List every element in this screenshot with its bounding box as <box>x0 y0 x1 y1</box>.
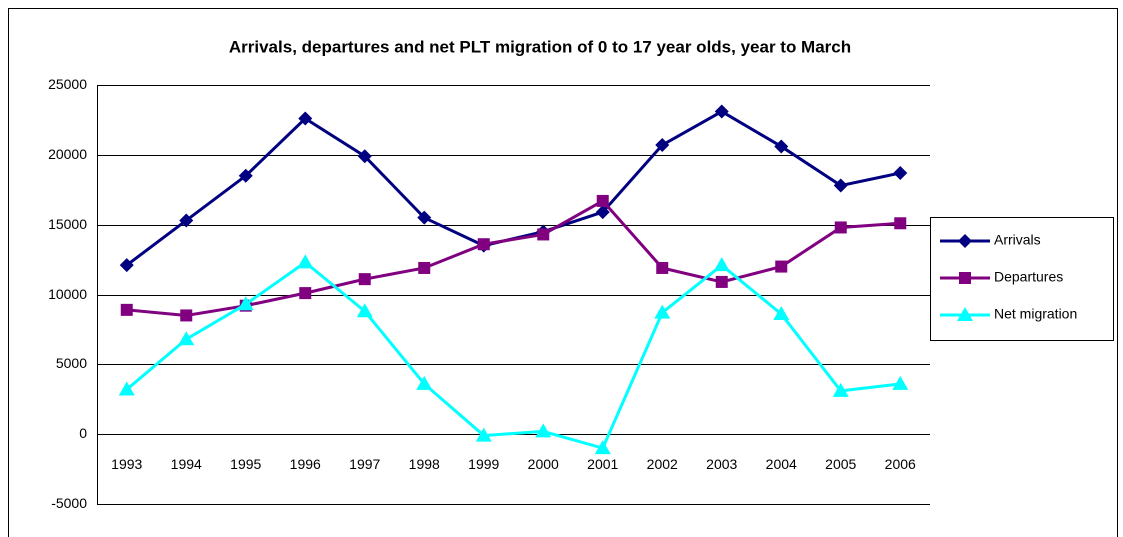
marker <box>654 304 671 319</box>
marker <box>656 261 669 274</box>
marker <box>418 261 431 274</box>
legend-marker <box>958 234 972 248</box>
marker <box>475 427 492 442</box>
marker <box>356 303 373 318</box>
x-tick-label: 1999 <box>468 456 499 472</box>
marker <box>834 221 847 234</box>
y-tick-label: -5000 <box>51 495 87 511</box>
marker <box>595 205 610 220</box>
y-tick-label: 0 <box>79 425 87 441</box>
marker <box>238 168 253 183</box>
marker <box>537 228 550 241</box>
y-tick-label: 15000 <box>48 216 87 232</box>
marker <box>178 331 195 346</box>
marker <box>594 440 611 455</box>
y-tick-label: 10000 <box>48 286 87 302</box>
y-tick-label: 20000 <box>48 146 87 162</box>
x-tick-label: 2000 <box>528 456 559 472</box>
legend-marker <box>959 272 971 284</box>
chart-border <box>8 8 1118 537</box>
y-tick-label: 25000 <box>48 76 87 92</box>
marker <box>715 275 728 288</box>
marker <box>894 217 907 230</box>
marker <box>118 381 135 396</box>
x-tick-label: 1996 <box>290 456 321 472</box>
x-tick-label: 2004 <box>766 456 797 472</box>
legend-label: Departures <box>994 269 1063 285</box>
y-tick-label: 5000 <box>56 355 87 371</box>
marker <box>774 139 789 154</box>
x-tick-label: 1994 <box>171 456 202 472</box>
series-line <box>126 199 901 317</box>
legend-label: Arrivals <box>994 232 1041 248</box>
marker <box>655 138 670 153</box>
marker <box>299 287 312 300</box>
x-tick-label: 2001 <box>587 456 618 472</box>
marker <box>417 210 432 225</box>
marker <box>237 296 254 311</box>
marker <box>714 104 729 119</box>
marker <box>535 423 552 438</box>
marker <box>298 111 313 126</box>
series-line <box>125 260 901 450</box>
marker <box>775 260 788 273</box>
marker <box>832 382 849 397</box>
marker <box>477 238 490 251</box>
marker <box>180 309 193 322</box>
x-tick-label: 1998 <box>409 456 440 472</box>
marker <box>893 165 908 180</box>
marker <box>892 375 909 390</box>
x-tick-label: 2006 <box>885 456 916 472</box>
x-tick-label: 2002 <box>647 456 678 472</box>
legend-label: Net migration <box>994 306 1077 322</box>
marker <box>596 194 609 207</box>
marker <box>179 213 194 228</box>
x-tick-label: 1993 <box>111 456 142 472</box>
marker <box>713 257 730 272</box>
x-tick-label: 1995 <box>230 456 261 472</box>
marker <box>773 306 790 321</box>
marker <box>297 254 314 269</box>
marker <box>357 149 372 164</box>
legend-marker <box>957 307 973 321</box>
x-tick-label: 2005 <box>825 456 856 472</box>
marker <box>120 303 133 316</box>
chart-title: Arrivals, departures and net PLT migrati… <box>229 37 851 56</box>
marker <box>833 178 848 193</box>
x-tick-label: 2003 <box>706 456 737 472</box>
marker <box>119 258 134 273</box>
x-tick-label: 1997 <box>349 456 380 472</box>
marker <box>358 273 371 286</box>
marker <box>416 375 433 390</box>
